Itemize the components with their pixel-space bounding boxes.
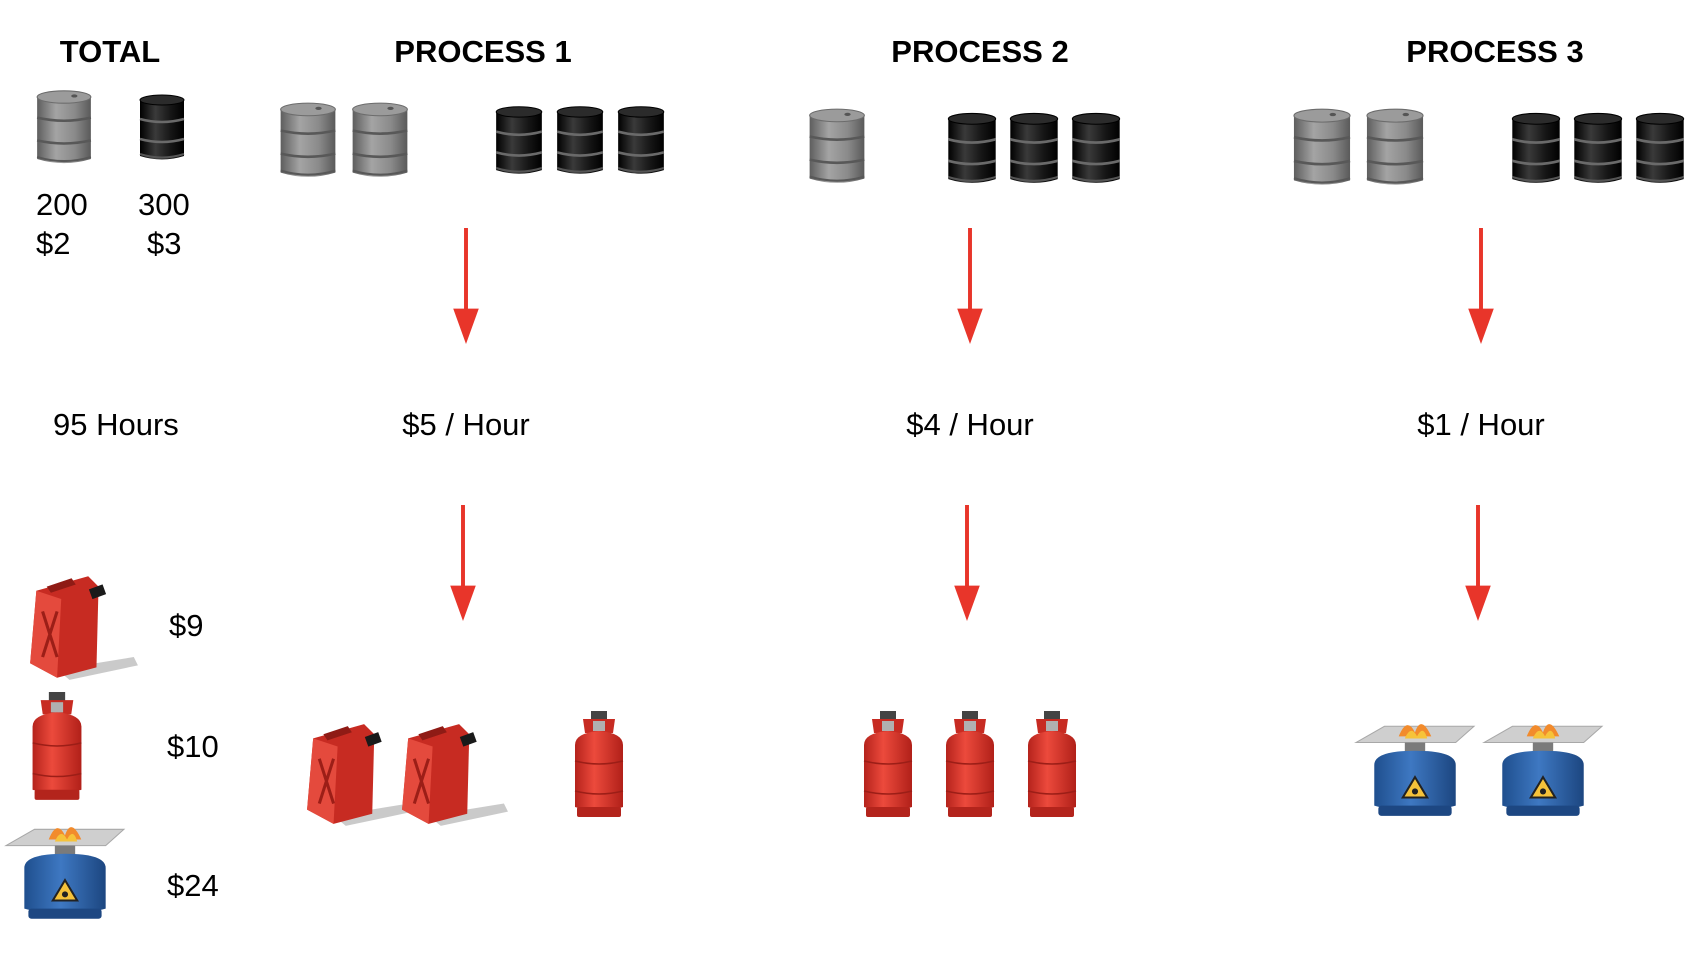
process-2-gas-cylinder-icon [1022, 710, 1082, 822]
process-1-gas-cylinder-icon [569, 710, 629, 822]
black-barrel-quantity: 300 [138, 187, 190, 222]
gray-barrel-quantity: 200 [36, 187, 88, 222]
jerry-can-icon [26, 570, 140, 684]
process-3-gray-barrel-icon [1362, 107, 1428, 189]
process-2-input-arrow-icon [955, 228, 985, 346]
process-3-output-arrow-icon [1463, 505, 1493, 623]
process-3-input-arrow-icon [1466, 228, 1496, 346]
process-3-gray-barrel-icon [1289, 107, 1355, 189]
process-1-black-barrel-icon [614, 104, 668, 178]
process-2-gas-cylinder-icon [940, 710, 1000, 822]
header-process-3: PROCESS 3 [1406, 34, 1584, 69]
process-1-output-arrow-icon [448, 505, 478, 623]
process-2-black-barrel-icon [944, 111, 1000, 187]
gray-barrel-price: $2 [36, 226, 71, 261]
process-1-input-arrow-icon [451, 228, 481, 346]
process-2-rate: $4 / Hour [906, 407, 1034, 442]
process-3-camping-stove-icon [1481, 712, 1605, 824]
process-3-camping-stove-icon [1353, 712, 1477, 824]
camping-stove-price: $24 [167, 868, 219, 903]
jerry-can-price: $9 [169, 608, 204, 643]
header-process-1: PROCESS 1 [394, 34, 572, 69]
header-process-2: PROCESS 2 [891, 34, 1069, 69]
process-3-black-barrel-icon [1632, 111, 1688, 187]
black-barrel-price: $3 [147, 226, 182, 261]
process-2-black-barrel-icon [1006, 111, 1062, 187]
process-1-black-barrel-icon [553, 104, 607, 178]
process-2-output-arrow-icon [952, 505, 982, 623]
process-3-rate: $1 / Hour [1417, 407, 1545, 442]
process-1-gray-barrel-icon [276, 101, 340, 181]
process-3-black-barrel-icon [1508, 111, 1564, 187]
gray-barrel-icon [33, 88, 95, 168]
process-1-jerry-can-icon [398, 718, 510, 830]
black-barrel-icon [136, 92, 188, 164]
process-1-gray-barrel-icon [348, 101, 412, 181]
header-total: TOTAL [59, 34, 161, 69]
total-hours: 95 Hours [53, 407, 179, 442]
camping-stove-icon [4, 815, 126, 927]
process-2-gray-barrel-icon [805, 107, 869, 187]
process-1-black-barrel-icon [492, 104, 546, 178]
process-2-black-barrel-icon [1068, 111, 1124, 187]
process-1-rate: $5 / Hour [402, 407, 530, 442]
process-3-black-barrel-icon [1570, 111, 1626, 187]
gas-cylinder-price: $10 [167, 729, 219, 764]
gas-cylinder-icon [26, 692, 88, 804]
process-2-gas-cylinder-icon [858, 710, 918, 822]
